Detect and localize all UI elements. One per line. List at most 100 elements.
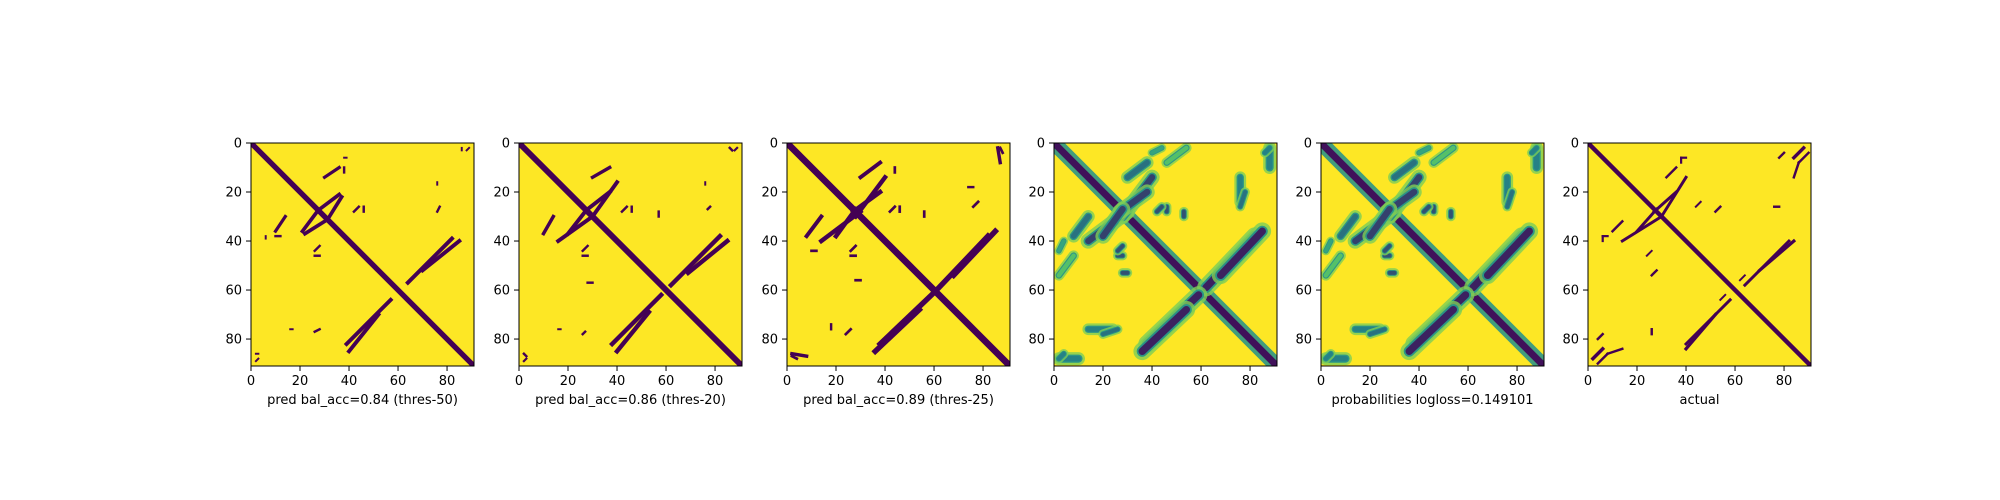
feature-6-0: [620, 204, 629, 214]
y-tick-label: 0: [1304, 137, 1312, 152]
heatmap-panel-1: 0 20 40 60 80 0 20 40 60 80 pred bal_acc=0.84 (thr…: [225, 137, 475, 408]
axes-frame: [250, 142, 475, 367]
feature-9-1: [1368, 327, 1387, 337]
x-tick-label: 60: [658, 374, 675, 389]
feature-11-0: [1262, 145, 1272, 155]
x-tick-label: 80: [975, 374, 992, 389]
feature-4-1: [949, 227, 1000, 280]
x-tick-label: 80: [1242, 374, 1259, 389]
feature-4-1: [1216, 227, 1266, 280]
x-tick-label: 0: [247, 374, 255, 389]
heatmap-panel-4: 0 20 40 60 80 0 20 40 60 80: [1028, 137, 1278, 389]
y-tick-label: 20: [761, 186, 778, 201]
heatmap-cells: [1054, 143, 1277, 366]
x-tick-label: 60: [1460, 374, 1477, 389]
feature-3-1: [343, 297, 394, 347]
feature-8-1: [1115, 243, 1125, 253]
feature-2-1: [803, 213, 825, 239]
feature-5-0: [1590, 346, 1606, 362]
heatmap-cells: [251, 143, 474, 366]
feature-12-0: [465, 146, 471, 152]
feature-9-1: [1101, 327, 1120, 337]
feature-13-1: [1645, 249, 1654, 258]
feature-12-1: [1431, 145, 1456, 165]
feature-7-0: [352, 204, 361, 214]
feature-12-1: [1164, 145, 1189, 165]
feature-13-0: [1694, 200, 1703, 209]
feature-12-0: [1797, 151, 1811, 165]
axes-frame: [518, 142, 743, 367]
feature-0-1: [326, 194, 345, 220]
diagonal-band: [251, 143, 474, 366]
feature-4-0: [1405, 305, 1458, 355]
feature-0-1: [1659, 175, 1689, 219]
axes-frame: [1320, 142, 1545, 367]
x-tick-label: 40: [1411, 374, 1428, 389]
axes-frame: [1053, 142, 1278, 367]
x-tick-label: 80: [439, 374, 456, 389]
feature-2-1: [541, 214, 556, 237]
feature-12-1: [1596, 352, 1610, 366]
diagonal-band: [787, 143, 1010, 366]
panel-caption: actual: [1679, 393, 1719, 408]
feature-2-1: [1070, 213, 1092, 239]
feature-4-0: [613, 308, 652, 355]
y-tick-label: 40: [1295, 235, 1312, 250]
feature-1-1: [565, 208, 588, 237]
feature-2-0: [1391, 159, 1417, 181]
panel-caption: probabilities logloss=0.149101: [1331, 393, 1533, 408]
y-tick-label: 60: [1295, 284, 1312, 299]
feature-11-0: [1529, 145, 1539, 155]
feature-7-1: [312, 244, 322, 253]
feature-2-0: [857, 159, 883, 181]
y-tick-label: 20: [225, 186, 242, 201]
feature-7-1: [580, 329, 587, 336]
x-tick-label: 20: [828, 374, 845, 389]
y-tick-label: 40: [225, 235, 242, 250]
feature-2-1: [273, 214, 288, 234]
feature-10-1: [522, 357, 528, 363]
feature-9-0: [1505, 190, 1515, 209]
feature-8-1: [1382, 243, 1392, 253]
y-tick-label: 80: [225, 333, 242, 348]
feature-11-0: [1777, 151, 1786, 160]
x-tick-label: 60: [1727, 374, 1744, 389]
feature-1-0: [584, 189, 613, 212]
y-tick-label: 20: [1028, 186, 1045, 201]
y-tick-label: 40: [1562, 235, 1579, 250]
feature-12-0: [1056, 253, 1076, 278]
feature-11-1: [1596, 332, 1605, 341]
y-tick-label: 60: [493, 284, 510, 299]
feature-4-1: [1757, 238, 1797, 273]
y-tick-label: 40: [1028, 235, 1045, 250]
feature-12-1: [254, 357, 260, 363]
y-tick-label: 20: [1562, 186, 1579, 201]
y-tick-label: 80: [1562, 333, 1579, 348]
feature-0-1: [589, 179, 620, 220]
x-tick-label: 40: [1144, 374, 1161, 389]
feature-1-1: [1099, 205, 1126, 240]
feature-9-0: [1649, 268, 1659, 278]
x-tick-label: 20: [1362, 374, 1379, 389]
heatmap-cells: [519, 143, 742, 366]
panel-caption: pred bal_acc=0.86 (thres-20): [535, 393, 726, 408]
y-tick-label: 20: [1295, 186, 1312, 201]
y-tick-label: 80: [761, 333, 778, 348]
feature-2-0: [322, 165, 342, 180]
feature-9-1: [843, 327, 853, 337]
x-tick-label: 0: [783, 374, 791, 389]
y-tick-label: 60: [761, 284, 778, 299]
y-tick-label: 80: [1295, 333, 1312, 348]
feature-8-1: [848, 244, 858, 253]
feature-14-0: [1718, 293, 1727, 302]
heatmap-cells: [1588, 143, 1811, 366]
panel-caption: pred bal_acc=0.84 (thres-50): [267, 393, 458, 408]
feature-8-0: [435, 205, 442, 214]
x-tick-label: 60: [390, 374, 407, 389]
x-tick-label: 80: [707, 374, 724, 389]
y-tick-label: 0: [1571, 137, 1579, 152]
feature-9-0: [522, 352, 529, 358]
feature-5-0: [789, 351, 809, 359]
x-tick-label: 40: [609, 374, 626, 389]
feature-11-1: [1323, 351, 1333, 361]
